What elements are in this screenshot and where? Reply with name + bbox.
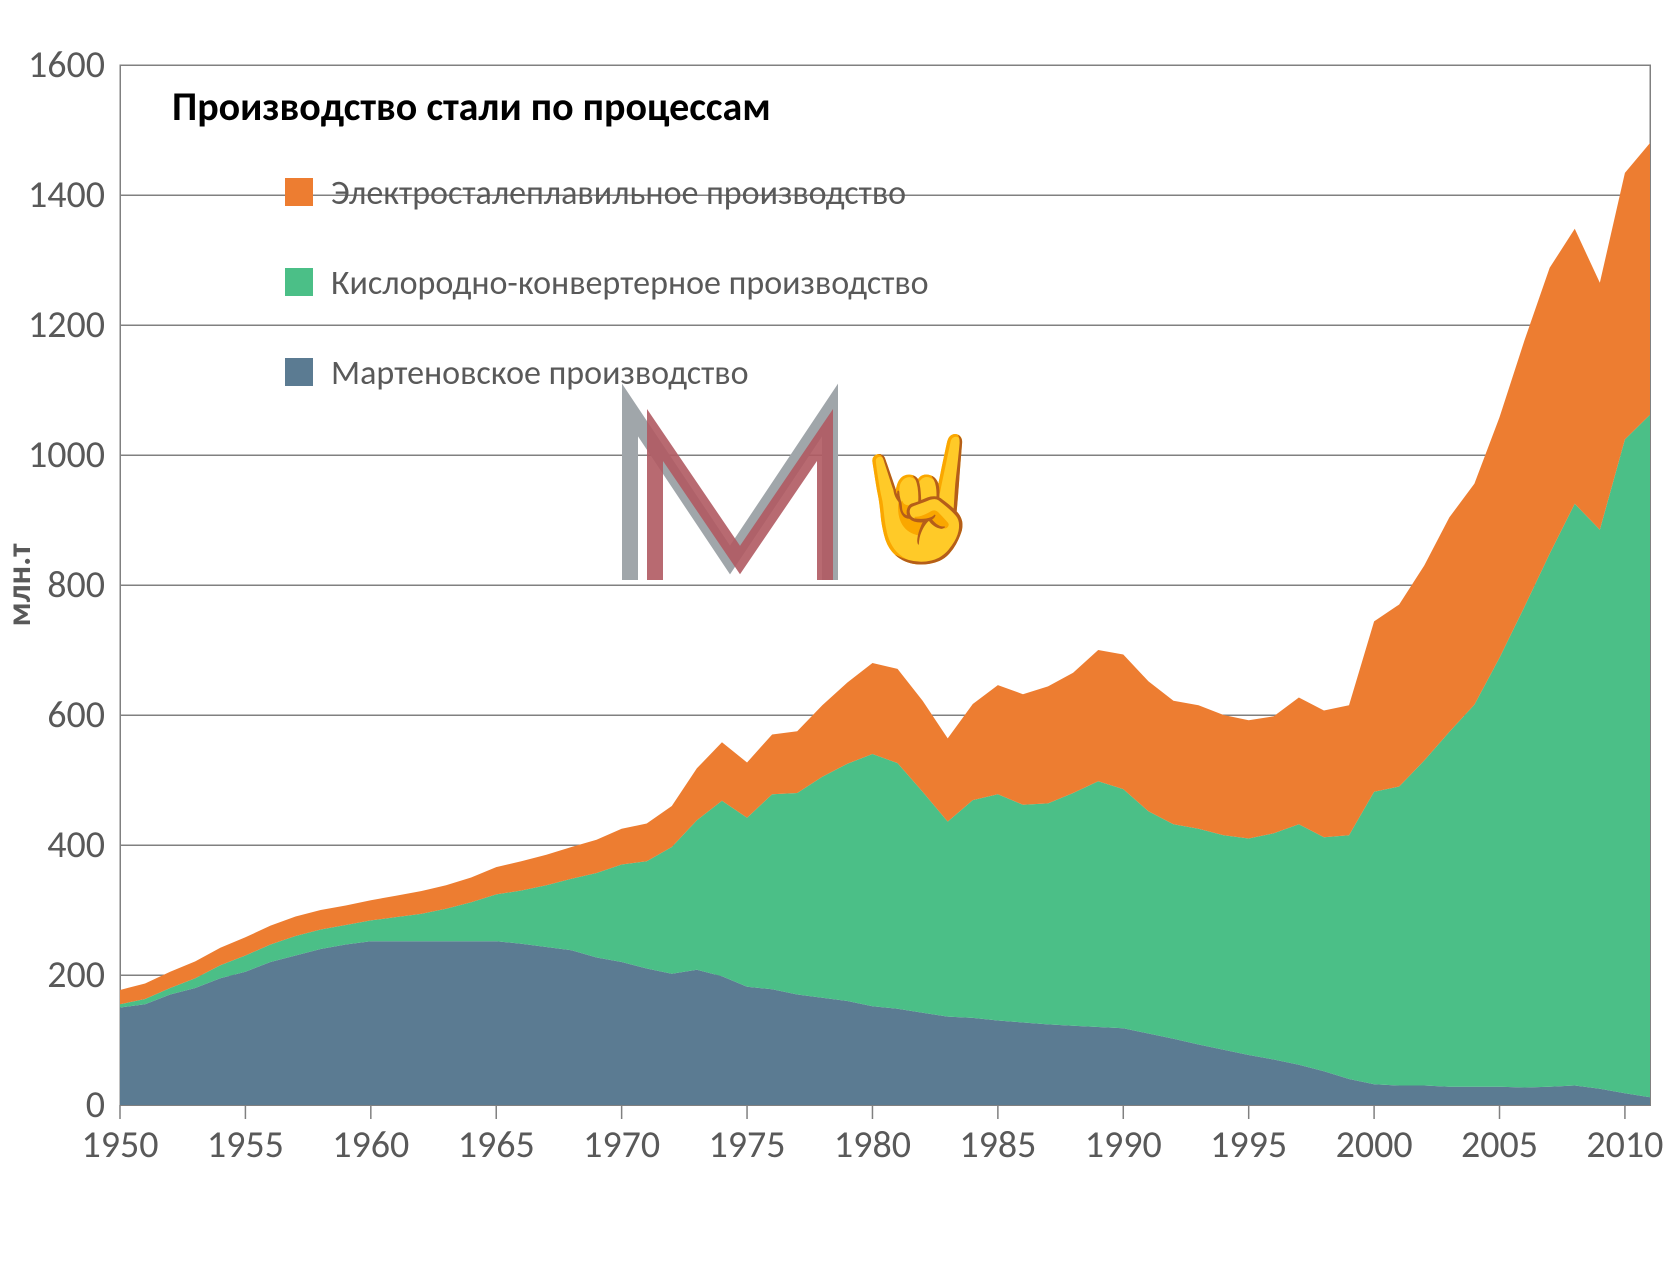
x-tick-label: 2010 [1586,1122,1663,1168]
x-tick-label: 1990 [1085,1122,1162,1168]
y-tick-label: 600 [47,692,105,738]
legend-label-open_hearth: Мартеновское производство [331,353,749,394]
y-tick-label: 400 [47,822,105,868]
legend-swatch-eaf [285,178,313,206]
y-tick-label: 1200 [28,302,105,348]
y-tick-label: 800 [47,562,105,608]
x-tick-label: 1980 [834,1122,911,1168]
y-axis-label: млн.т [0,543,40,627]
x-tick-label: 1965 [458,1122,535,1168]
watermark: 🤘 [630,410,994,580]
legend-label-eaf: Электросталеплавильное производство [331,173,906,214]
x-tick-label: 1955 [207,1122,284,1168]
x-tick-label: 1985 [959,1122,1036,1168]
steel-production-chart: 0200400600800100012001400160019501955196… [0,0,1680,1277]
x-tick-label: 1975 [709,1122,786,1168]
x-tick-label: 2000 [1336,1122,1413,1168]
x-tick-label: 2005 [1461,1122,1538,1168]
y-tick-label: 1400 [28,172,105,218]
x-tick-label: 1995 [1210,1122,1287,1168]
chart-svg: 0200400600800100012001400160019501955196… [0,0,1680,1277]
legend-swatch-open_hearth [285,358,313,386]
y-tick-label: 200 [47,952,105,998]
y-tick-label: 1600 [28,42,105,88]
x-tick-label: 1960 [332,1122,409,1168]
x-tick-label: 1950 [81,1122,158,1168]
x-tick-label: 1970 [583,1122,660,1168]
legend-label-bof: Кислородно-конвертерное производство [331,263,929,304]
y-tick-label: 1000 [28,432,105,478]
watermark-hand-icon: 🤘 [845,427,994,573]
legend-swatch-bof [285,268,313,296]
chart-title: Производство стали по процессам [172,82,771,131]
